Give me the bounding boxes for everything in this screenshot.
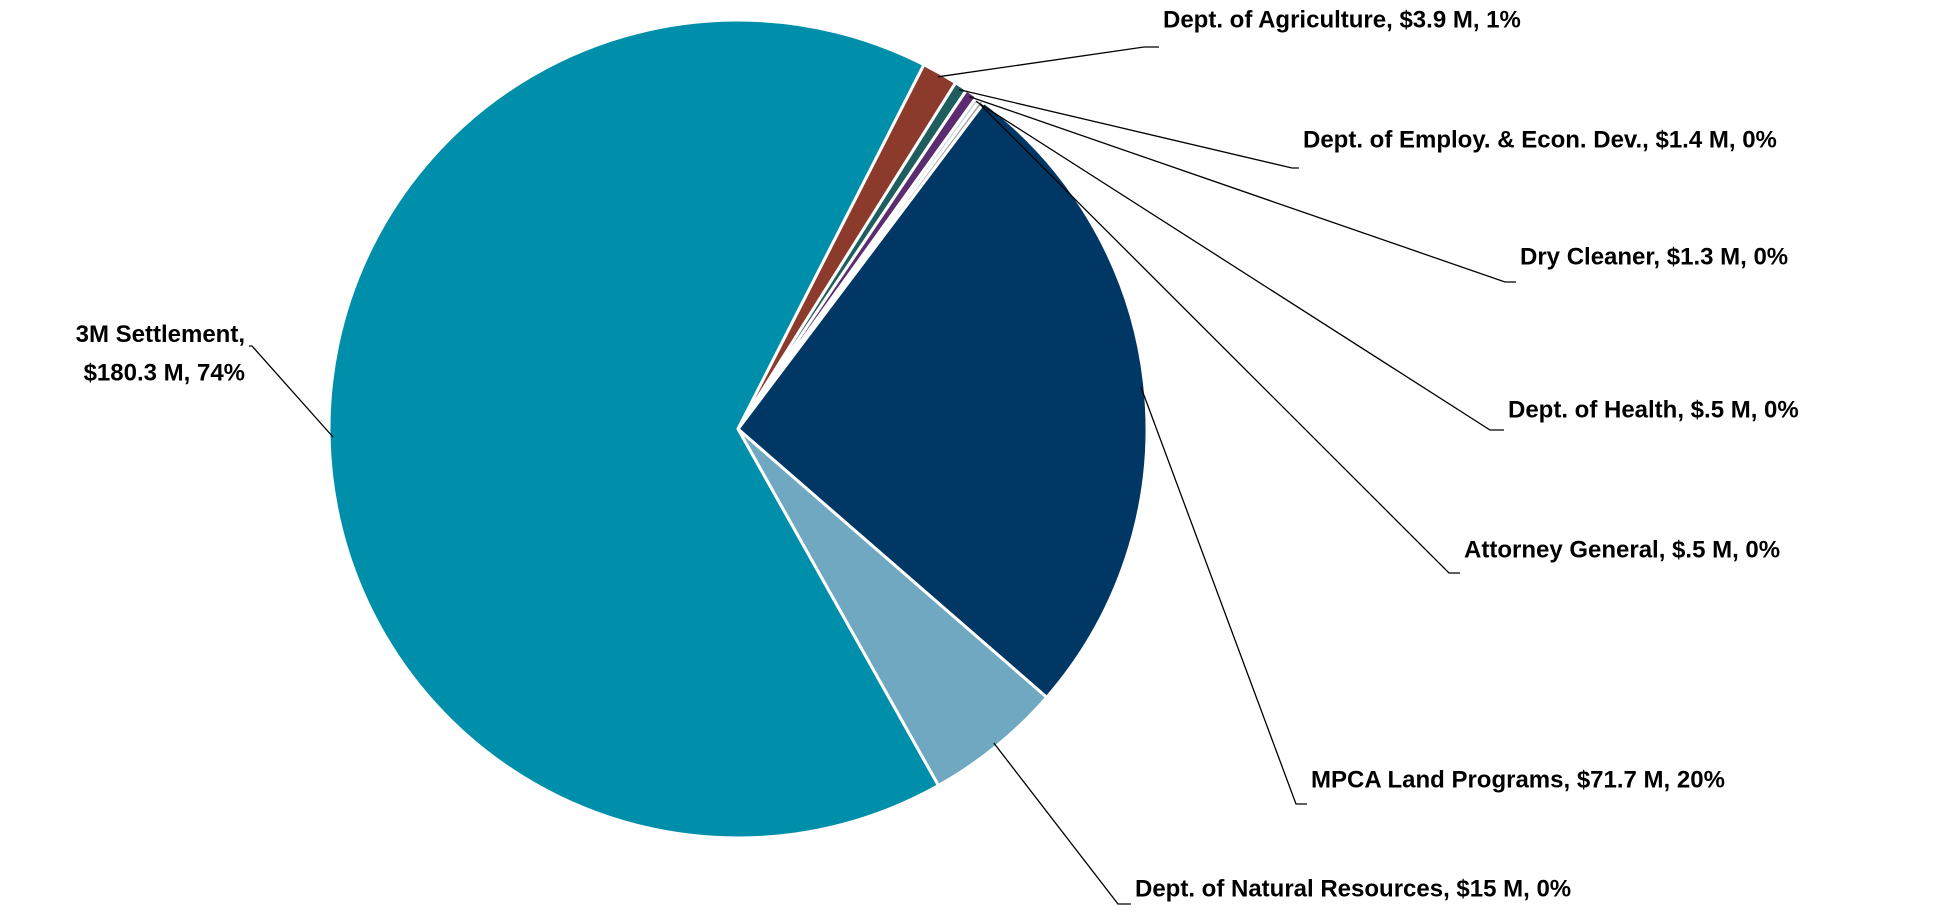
data-label: Dept. of Natural Resources, $15 M, 0% <box>1135 875 1571 902</box>
data-label: Dry Cleaner, $1.3 M, 0% <box>1520 243 1788 270</box>
leader-line <box>979 103 1460 574</box>
data-label: Attorney General, $.5 M, 0% <box>1464 536 1780 563</box>
leader-line <box>1140 386 1307 805</box>
leader-line <box>958 88 1299 169</box>
leader-line <box>937 46 1159 78</box>
pie-slice <box>735 100 1149 700</box>
leader-line <box>993 742 1131 905</box>
data-label: MPCA Land Programs, $71.7 M, 20% <box>1311 766 1725 793</box>
data-label: Dept. of Agriculture, $3.9 M, 1% <box>1163 6 1521 33</box>
leader-line <box>969 95 1516 283</box>
data-label: 3M Settlement, $180.3 M, 74% <box>76 321 245 386</box>
pie-slice <box>327 18 941 840</box>
leader-line <box>975 100 1504 431</box>
data-label: Dept. of Employ. & Econ. Dev., $1.4 M, 0… <box>1303 126 1777 153</box>
leader-line <box>249 345 334 438</box>
data-label: Dept. of Health, $.5 M, 0% <box>1508 396 1799 423</box>
